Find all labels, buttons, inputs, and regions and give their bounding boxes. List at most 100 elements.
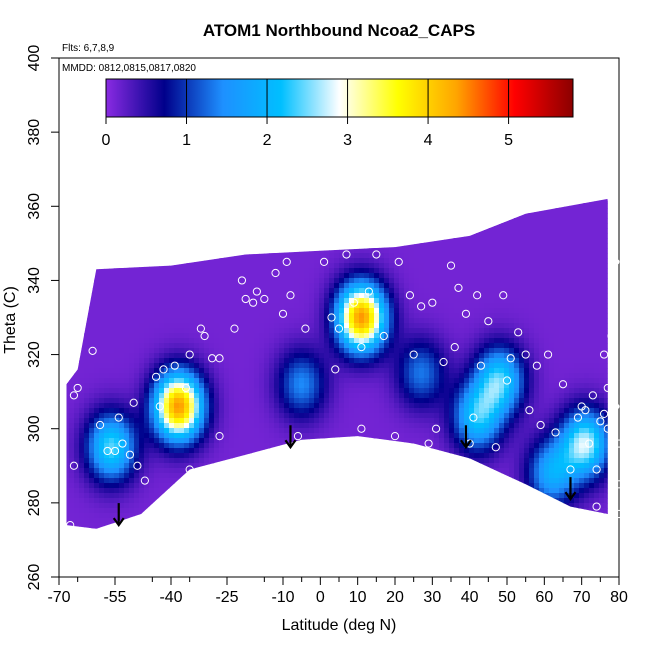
- heatmap-cell: [229, 428, 235, 434]
- heatmap-cell: [154, 288, 160, 294]
- heatmap-cell: [94, 308, 100, 314]
- heatmap-cell: [324, 253, 330, 259]
- heatmap-cell: [339, 373, 345, 379]
- heatmap-cell: [274, 323, 280, 329]
- heatmap-cell: [144, 388, 150, 394]
- heatmap-cell: [66, 493, 70, 499]
- heatmap-cell: [134, 343, 140, 349]
- heatmap-cell: [359, 298, 365, 304]
- heatmap-cell: [84, 443, 90, 449]
- heatmap-cell: [214, 418, 220, 424]
- heatmap-cell: [279, 383, 285, 389]
- heatmap-cell: [209, 293, 215, 299]
- heatmap-cell: [374, 373, 380, 379]
- heatmap-cell: [179, 283, 185, 289]
- heatmap-cell: [234, 278, 240, 284]
- heatmap-cell: [254, 403, 260, 409]
- heatmap-cell: [184, 313, 190, 319]
- heatmap-cell: [129, 413, 135, 419]
- heatmap-cell: [119, 323, 125, 329]
- heatmap-cell: [79, 393, 85, 399]
- heatmap-cell: [299, 348, 305, 354]
- heatmap-cell: [279, 348, 285, 354]
- heatmap-cell: [119, 398, 125, 404]
- heatmap-cell: [66, 483, 70, 489]
- heatmap-cell: [294, 343, 300, 349]
- heatmap-cell: [174, 348, 180, 354]
- heatmap-cell: [319, 378, 325, 384]
- heatmap-cell: [109, 443, 115, 449]
- heatmap-cell: [189, 273, 195, 279]
- heatmap-cell: [309, 328, 315, 334]
- heatmap-cell: [239, 448, 245, 454]
- heatmap-cell: [324, 288, 330, 294]
- heatmap-cell: [94, 368, 100, 374]
- heatmap-cell: [304, 393, 310, 399]
- heatmap-cell: [384, 378, 390, 384]
- heatmap-cell: [199, 328, 205, 334]
- heatmap-cell: [79, 388, 85, 394]
- heatmap-cell: [344, 268, 350, 274]
- heatmap-cell: [184, 278, 190, 284]
- heatmap-cell: [239, 283, 245, 289]
- heatmap-cell: [79, 423, 85, 429]
- heatmap-cell: [319, 428, 325, 434]
- heatmap-cell: [94, 448, 100, 454]
- heatmap-cell: [99, 473, 105, 479]
- heatmap-cell: [239, 423, 245, 429]
- heatmap-cell: [234, 288, 240, 294]
- heatmap-cell: [174, 313, 180, 319]
- heatmap-cell: [329, 343, 335, 349]
- heatmap-cell: [354, 288, 360, 294]
- heatmap-cell: [274, 313, 280, 319]
- heatmap-cell: [154, 303, 160, 309]
- heatmap-cell: [199, 283, 205, 289]
- heatmap-cell: [104, 278, 110, 284]
- heatmap-cell: [319, 333, 325, 339]
- heatmap-cell: [104, 498, 110, 504]
- heatmap-cell: [239, 403, 245, 409]
- heatmap-cell: [174, 353, 180, 359]
- heatmap-cell: [84, 498, 90, 504]
- heatmap-cell: [94, 328, 100, 334]
- heatmap-cell: [334, 278, 340, 284]
- heatmap-cell: [109, 423, 115, 429]
- heatmap-cell: [364, 288, 370, 294]
- heatmap-cell: [174, 333, 180, 339]
- heatmap-cell: [314, 403, 320, 409]
- heatmap-cell: [169, 283, 175, 289]
- heatmap-cell: [394, 288, 400, 294]
- heatmap-cell: [139, 428, 145, 434]
- heatmap-cell: [389, 313, 395, 319]
- heatmap-cell: [219, 398, 225, 404]
- heatmap-cell: [279, 423, 285, 429]
- heatmap-cell: [249, 268, 255, 274]
- heatmap-cell: [249, 363, 255, 369]
- heatmap-cell: [184, 468, 190, 474]
- heatmap-cell: [319, 318, 325, 324]
- heatmap-cell: [344, 358, 350, 364]
- heatmap-cell: [364, 403, 370, 409]
- heatmap-cell: [309, 343, 315, 349]
- heatmap-cell: [269, 348, 275, 354]
- heatmap-cell: [184, 308, 190, 314]
- heatmap-cell: [114, 288, 120, 294]
- heatmap-cell: [264, 268, 270, 274]
- heatmap-cell: [199, 463, 205, 469]
- heatmap-cell: [109, 273, 115, 279]
- heatmap-cell: [149, 283, 155, 289]
- heatmap-cell: [364, 338, 370, 344]
- heatmap-cell: [309, 433, 315, 439]
- heatmap-cell: [199, 398, 205, 404]
- heatmap-cell: [279, 438, 285, 444]
- heatmap-cell: [354, 428, 360, 434]
- heatmap-cell: [134, 383, 140, 389]
- heatmap-cell: [354, 308, 360, 314]
- heatmap-cell: [359, 278, 365, 284]
- heatmap-cell: [359, 398, 365, 404]
- heatmap-cell: [94, 353, 100, 359]
- heatmap-cell: [219, 373, 225, 379]
- heatmap-cell: [174, 468, 180, 474]
- heatmap-cell: [274, 398, 280, 404]
- heatmap-cell: [284, 308, 290, 314]
